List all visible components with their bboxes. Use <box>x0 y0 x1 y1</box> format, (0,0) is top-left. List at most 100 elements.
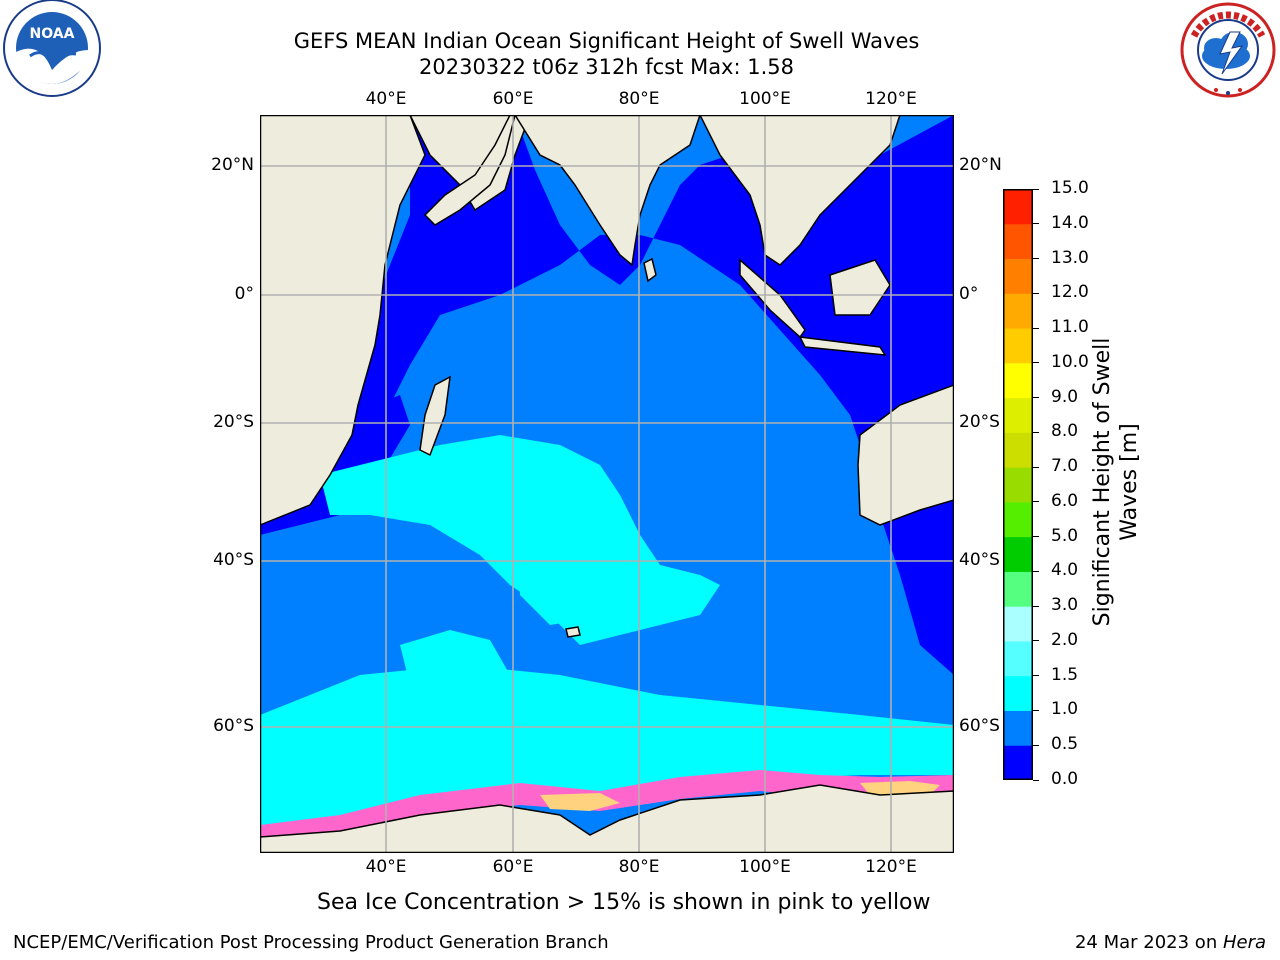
swell-height-map <box>260 115 954 853</box>
colorbar-tick-label: 1.0 <box>1051 699 1079 720</box>
colorbar-tick-mark <box>1033 188 1039 190</box>
colorbar-segment <box>1003 362 1033 399</box>
colorbar-segment <box>1003 501 1033 538</box>
lon-tick-top-60e: 60°E <box>492 89 534 109</box>
colorbar-segment <box>1003 536 1033 572</box>
lon-tick-bottom-40e: 40°E <box>365 857 407 877</box>
lon-tick-bottom-60e: 60°E <box>492 857 534 877</box>
colorbar-tick-label: 2.0 <box>1051 629 1079 650</box>
noaa-logo-text: NOAA <box>30 26 75 42</box>
lon-tick-top-40e: 40°E <box>365 89 407 109</box>
footer-date-text: 24 Mar 2023 on <box>1074 932 1223 953</box>
colorbar-segment <box>1003 258 1033 294</box>
colorbar-segment <box>1003 293 1033 329</box>
colorbar-segment <box>1003 189 1033 225</box>
colorbar-tick-mark <box>1033 466 1039 468</box>
colorbar-segment <box>1003 397 1033 433</box>
colorbar-tick-mark <box>1033 327 1039 329</box>
land-borneo <box>829 259 891 316</box>
colorbar-segment <box>1003 745 1033 780</box>
lon-tick-top-120e: 120°E <box>865 89 917 109</box>
colorbar-tick-mark <box>1033 258 1039 260</box>
land-antarctica <box>260 784 954 853</box>
colorbar-tick-mark <box>1033 397 1039 399</box>
land-kerguelen <box>565 626 581 638</box>
colorbar-tick-label: 3.0 <box>1051 595 1079 616</box>
colorbar-tick-mark <box>1033 779 1039 781</box>
lat-tick-left-20s: 20°S <box>213 412 254 432</box>
colorbar-tick-label: 7.0 <box>1051 456 1079 477</box>
colorbar-tick-mark <box>1033 570 1039 572</box>
colorbar-tick-label: 11.0 <box>1051 317 1089 338</box>
footer-machine: Hera <box>1222 932 1266 953</box>
lon-tick-bottom-100e: 100°E <box>739 857 791 877</box>
high-swell-patch-1 <box>400 630 510 690</box>
colorbar-tick-label: 8.0 <box>1051 421 1079 442</box>
lat-tick-right-20n: 20°N <box>959 155 1002 175</box>
lon-tick-top-100e: 100°E <box>739 89 791 109</box>
colorbar-segment <box>1003 640 1033 677</box>
nws-logo <box>1176 0 1280 104</box>
lat-tick-right-0: 0° <box>959 284 979 304</box>
colorbar-tick-label: 9.0 <box>1051 386 1079 407</box>
lon-tick-bottom-120e: 120°E <box>865 857 917 877</box>
land-java <box>798 336 887 356</box>
colorbar-tick-mark <box>1033 605 1039 607</box>
colorbar-tick-mark <box>1033 292 1039 294</box>
colorbar-segment <box>1003 710 1033 746</box>
sea-ice-note: Sea Ice Concentration > 15% is shown in … <box>317 890 931 915</box>
colorbar-tick-mark <box>1033 431 1039 433</box>
noaa-logo: NOAA <box>0 0 104 104</box>
land-india <box>514 115 701 267</box>
colorbar-tick-label: 13.0 <box>1051 247 1089 268</box>
colorbar-segment <box>1003 571 1033 607</box>
colorbar-tick-label: 10.0 <box>1051 351 1089 372</box>
high-swell-south <box>260 665 954 830</box>
lat-tick-left-60s: 60°S <box>213 716 254 736</box>
graticule <box>260 115 954 853</box>
colorbar-tick-label: 0.5 <box>1051 734 1079 755</box>
colorbar-segment <box>1003 223 1033 260</box>
colorbar-tick-label: 4.0 <box>1051 560 1079 581</box>
title-line-2: 20230322 t06z 312h fcst Max: 1.58 <box>419 55 794 79</box>
colorbar-tick-label: 0.0 <box>1051 769 1079 789</box>
land-se-asia <box>699 115 901 266</box>
colorbar-segment <box>1003 328 1033 364</box>
colorbar-tick-mark <box>1033 501 1039 503</box>
colorbar-tick-mark <box>1033 362 1039 364</box>
lon-tick-bottom-80e: 80°E <box>618 857 660 877</box>
colorbar-tick-mark <box>1033 223 1039 225</box>
high-swell-southwest <box>320 435 720 645</box>
colorbar-tick-mark <box>1033 744 1039 746</box>
sea-ice-edge <box>540 781 940 811</box>
land-arabia <box>423 115 516 226</box>
map-frame <box>260 115 954 853</box>
colorbar-tick-mark <box>1033 536 1039 538</box>
footer-date: 24 Mar 2023 on Hera <box>1075 932 1266 953</box>
colorbar-segment <box>1003 675 1033 711</box>
land-madagascar <box>419 375 451 457</box>
colorbar <box>1003 189 1033 780</box>
lat-tick-right-20s: 20°S <box>959 412 1000 432</box>
land-sri-lanka <box>643 257 657 283</box>
lon-tick-top-80e: 80°E <box>618 89 660 109</box>
colorbar-tick-label: 12.0 <box>1051 282 1089 303</box>
colorbar-label-line-2: Waves [m] <box>1117 423 1142 541</box>
colorbar-label-line-1: Significant Height of Swell <box>1090 337 1115 627</box>
colorbar-tick-label: 1.5 <box>1051 664 1079 685</box>
colorbar-segment <box>1003 606 1033 642</box>
colorbar-tick-mark <box>1033 709 1039 711</box>
lat-tick-left-20n: 20°N <box>211 155 254 175</box>
lat-tick-right-60s: 60°S <box>959 716 1000 736</box>
title-line-1: GEFS MEAN Indian Ocean Significant Heigh… <box>293 29 920 53</box>
colorbar-segment <box>1003 467 1033 503</box>
colorbar-tick-mark <box>1033 640 1039 642</box>
colorbar-tick-label: 14.0 <box>1051 212 1089 233</box>
colorbar-tick-mark <box>1033 675 1039 677</box>
lat-tick-left-40s: 40°S <box>213 550 254 570</box>
colorbar-tick-label: 15.0 <box>1051 178 1089 198</box>
footer-branch: NCEP/EMC/Verification Post Processing Pr… <box>13 932 609 953</box>
land-australia <box>857 384 954 526</box>
high-swell-patch-2 <box>520 545 620 625</box>
colorbar-tick-label: 6.0 <box>1051 490 1079 511</box>
